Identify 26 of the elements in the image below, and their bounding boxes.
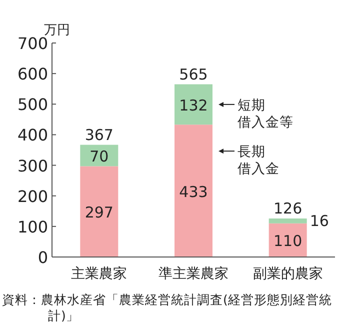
data-label: 16	[310, 212, 329, 230]
bar	[174, 84, 212, 125]
data-label: 433	[179, 182, 208, 201]
y-tick-label: 100	[17, 217, 48, 236]
x-tick-label: 副業的農家	[252, 266, 323, 282]
bar	[268, 218, 307, 224]
y-tick-label: 0	[38, 248, 48, 267]
bar	[80, 166, 118, 257]
data-label: 110	[274, 232, 302, 250]
data-label: 297	[84, 204, 114, 222]
x-tick-label: 主業農家	[71, 266, 128, 282]
total-label: 367	[84, 126, 114, 144]
total-label: 565	[179, 65, 208, 84]
x-tick-label: 準主業農家	[158, 266, 228, 282]
series-label: 短期借入金等	[238, 97, 294, 130]
y-tick-label: 500	[17, 95, 48, 114]
y-tick-label: 400	[17, 126, 48, 145]
bar	[174, 124, 212, 257]
data-label: 70	[90, 148, 109, 166]
series-label: 長期借入金	[238, 144, 280, 178]
y-tick-label: 600	[17, 64, 48, 84]
y-tick-label: 300	[17, 156, 48, 176]
total-label: 126	[274, 199, 302, 218]
y-tick-label: 200	[17, 186, 48, 206]
data-label: 132	[179, 96, 208, 114]
text: 資料：農林水産省「農業経営統計調査(経営形態別経営統計)」	[2, 292, 333, 324]
